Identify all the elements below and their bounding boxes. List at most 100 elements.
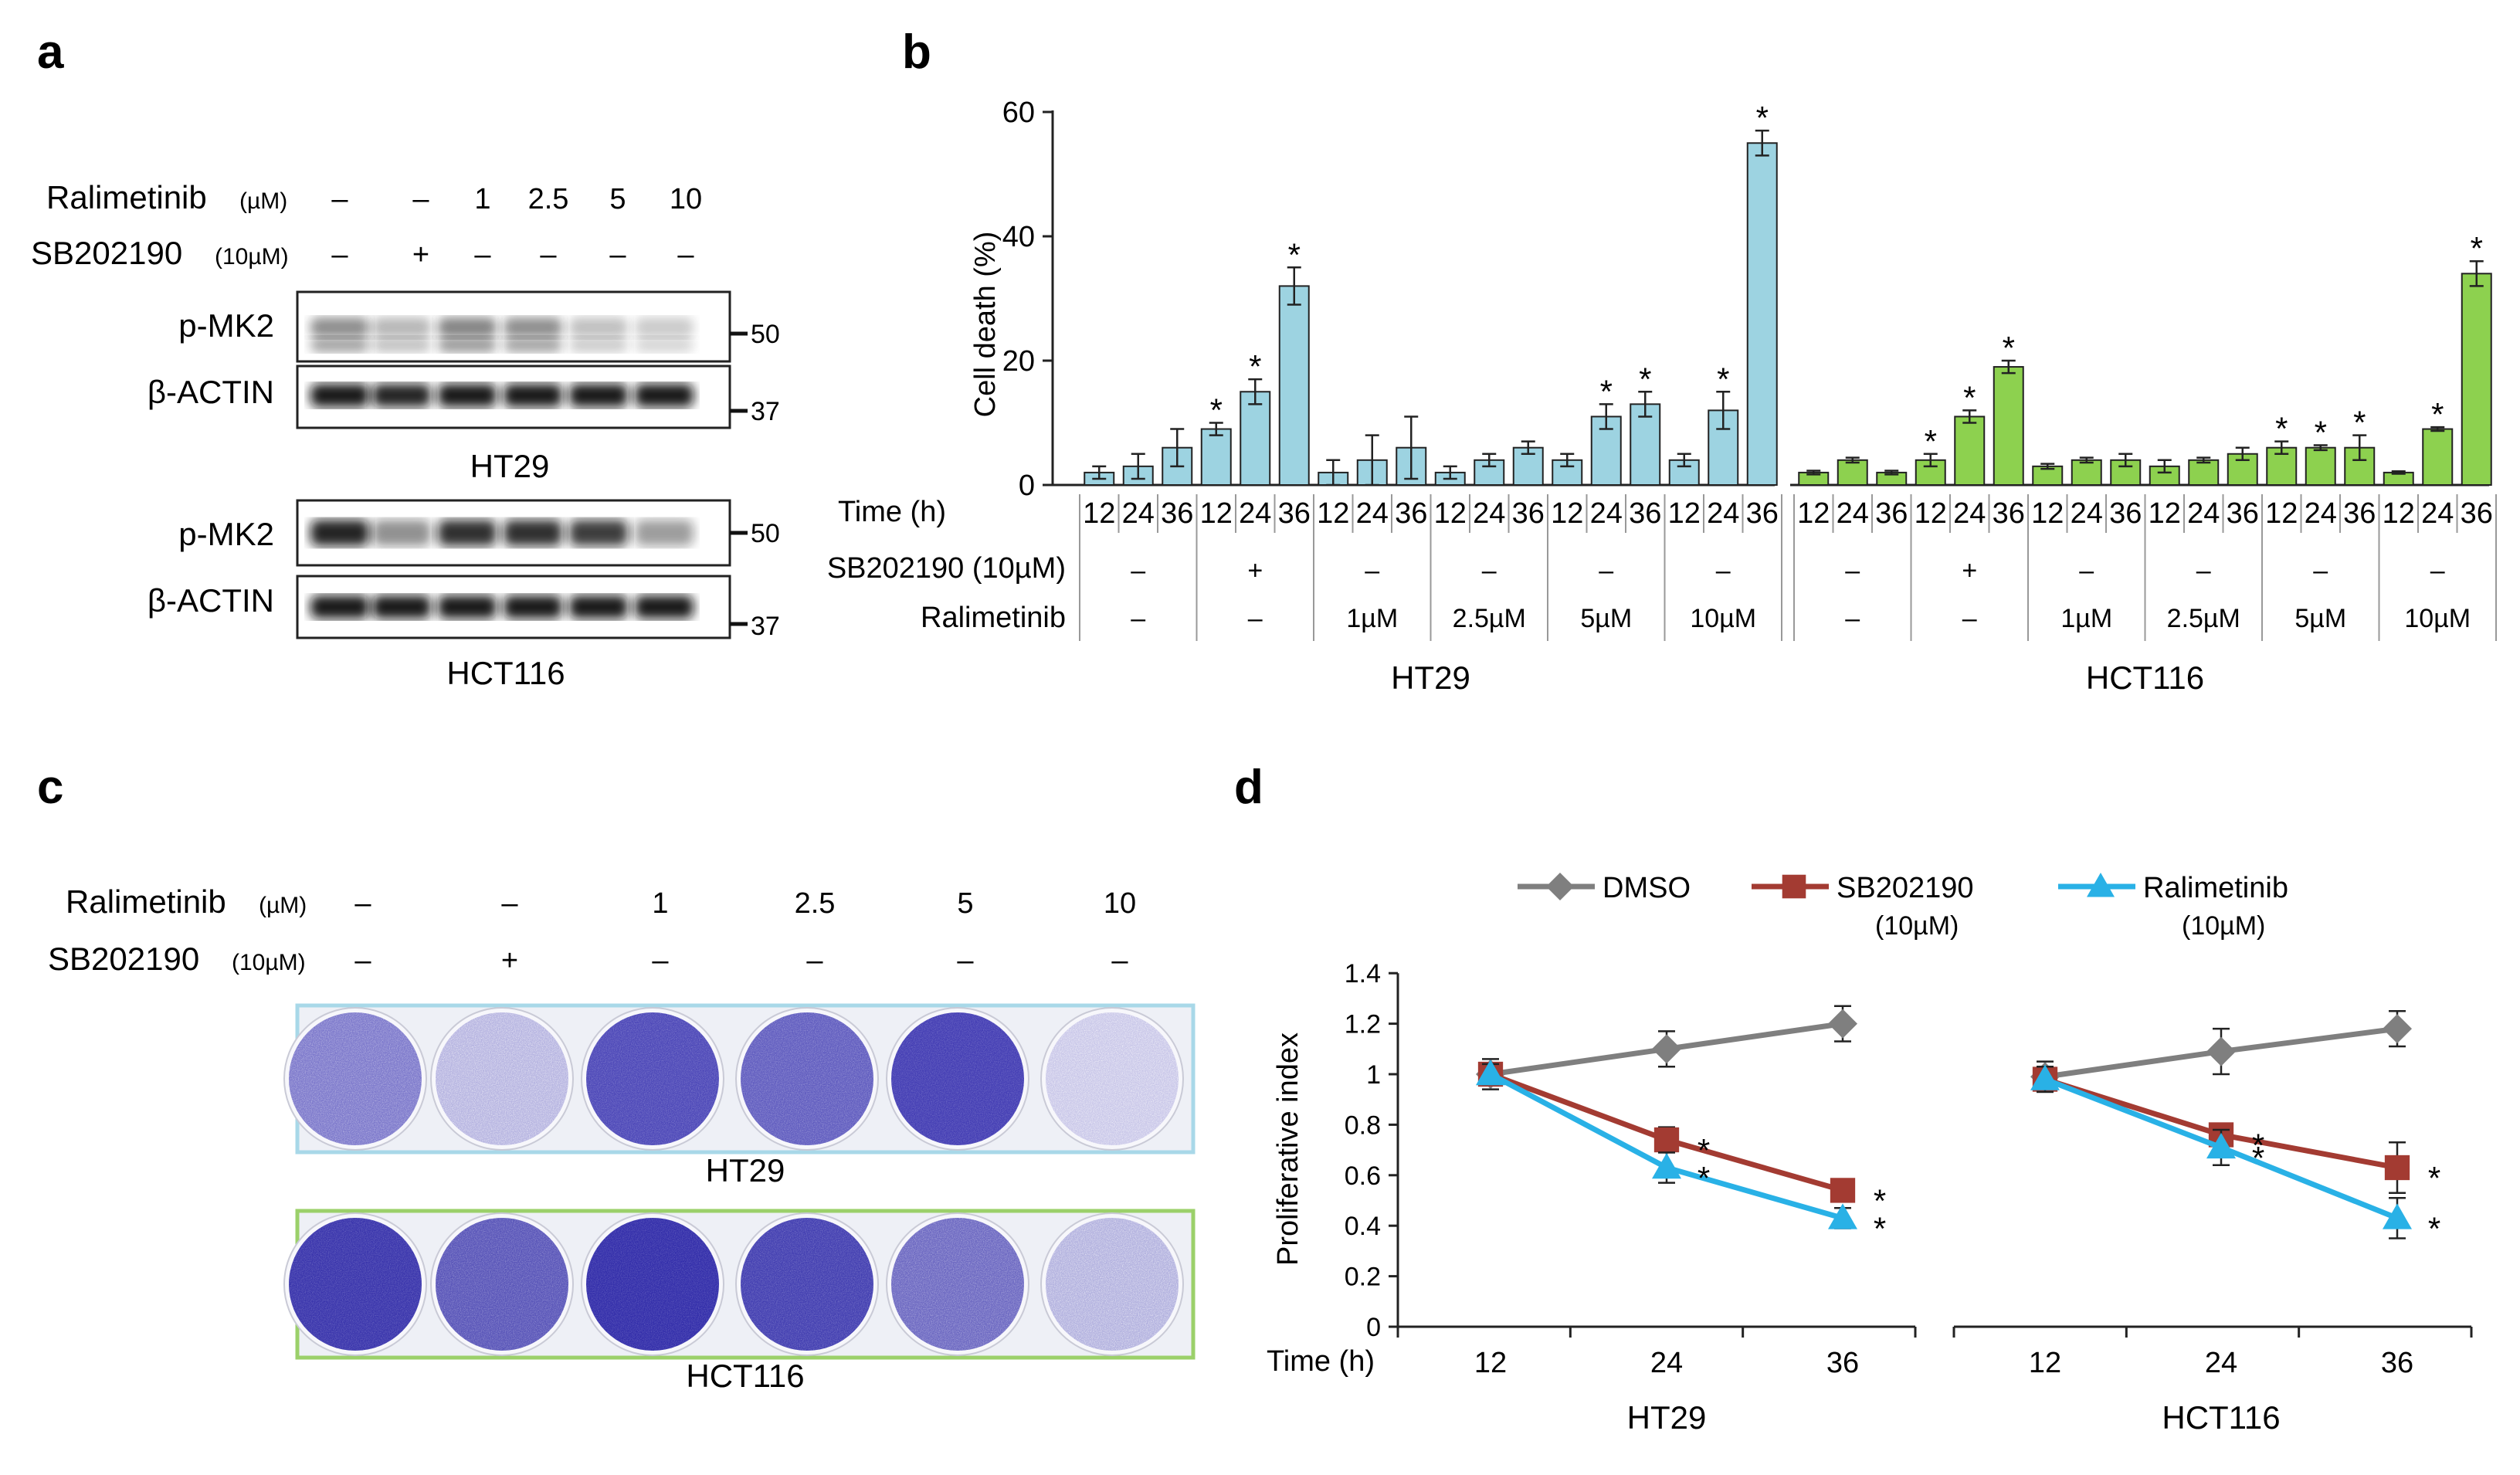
diamond-marker [2206, 1036, 2236, 1066]
panel-label-d: d [1234, 761, 1263, 814]
significance-star: * [1210, 392, 1223, 429]
b-ralimetinib-value: 5µM [1580, 604, 1632, 633]
b-time-tick-label: 24 [2187, 497, 2220, 530]
blot-protein-label: β-ACTIN [148, 582, 274, 619]
b-ralimetinib-value: – [1248, 604, 1263, 633]
d-y-tick-label: 0.4 [1345, 1212, 1381, 1241]
b-time-tick-label: 24 [1356, 497, 1389, 530]
b-time-row-label: Time (h) [838, 496, 946, 528]
b-time-tick-label: 12 [2031, 497, 2064, 530]
significance-star: * [1717, 361, 1729, 397]
b-time-tick-label: 36 [1278, 497, 1311, 530]
blot-band [504, 595, 562, 619]
significance-star: * [1639, 361, 1651, 397]
dose-value: – [331, 183, 348, 215]
significance-star: * [2428, 1210, 2440, 1246]
b-time-tick-label: 36 [2109, 497, 2142, 530]
blot-band [504, 337, 562, 352]
significance-star: * [2353, 405, 2366, 441]
b-time-tick-label: 12 [1434, 497, 1467, 530]
dose-value: – [652, 944, 669, 977]
blot-band [372, 595, 431, 619]
well-texture [1046, 1218, 1179, 1351]
dose-value: + [501, 944, 518, 977]
panel-label-c: c [37, 761, 63, 814]
dose-value: – [354, 887, 371, 920]
bar [1837, 459, 1868, 486]
b-cell-line-label: HT29 [1391, 660, 1470, 696]
significance-star: * [1288, 236, 1301, 273]
dose-value: – [412, 183, 429, 215]
sb202190-label: SB202190 [31, 235, 182, 271]
blot-band [635, 337, 694, 352]
b-sb-value: – [2079, 556, 2094, 585]
b-time-tick-label: 36 [1875, 497, 1908, 530]
marker-label: 37 [751, 397, 780, 426]
b-time-tick-label: 36 [2343, 497, 2376, 530]
dose-value: – [1111, 944, 1128, 977]
significance-star: * [2315, 414, 2327, 450]
b-sb-value: – [1845, 556, 1860, 585]
c-sb202190-dose-row: – + – – – – [354, 944, 1128, 977]
significance-star: * [2275, 411, 2288, 447]
b-time-tick-label: 36 [1746, 497, 1779, 530]
well-texture [741, 1218, 873, 1351]
blot-band [569, 595, 628, 619]
significance-star: * [1756, 100, 1769, 136]
dose-value: – [609, 239, 626, 271]
b-time-tick-label: 24 [1590, 497, 1623, 530]
b-time-tick-label: 36 [1161, 497, 1193, 530]
b-time-tick-label: 12 [1551, 497, 1583, 530]
b-sb-value: – [2196, 556, 2211, 585]
c-cell-line-label: HCT116 [686, 1358, 804, 1394]
square-marker [1782, 874, 1806, 899]
dose-value: – [501, 887, 518, 920]
significance-star: * [2252, 1140, 2264, 1176]
b-ralimetinib-value: – [1962, 604, 1977, 633]
well-texture [1046, 1012, 1179, 1145]
blot-band [438, 384, 497, 407]
diamond-marker [2383, 1014, 2412, 1044]
b-ralimetinib-value: 10µM [1690, 604, 1756, 633]
significance-star: * [2431, 396, 2444, 432]
b-ralimetinib-row-label: Ralimetinib [921, 602, 1066, 634]
panel-c: c Ralimetinib (µM) SB202190 (10µM) – – 1 2.… [37, 761, 1196, 1394]
d-cell-line-label: HT29 [1627, 1399, 1707, 1436]
ralimetinib-label: Ralimetinib [46, 179, 207, 215]
blot-band [438, 317, 497, 337]
diamond-marker [1546, 873, 1574, 900]
bar [2071, 459, 2102, 486]
well-texture [436, 1012, 568, 1145]
legend-label: Ralimetinib [2143, 872, 2288, 904]
b-y-tick-label: 0 [1019, 470, 1035, 502]
diamond-marker [1828, 1009, 1857, 1039]
d-y-axis-label: Proliferative index [1272, 1032, 1304, 1266]
significance-star: * [1874, 1182, 1886, 1219]
blot-band [310, 520, 369, 546]
square-marker [1830, 1178, 1856, 1203]
b-time-tick-label: 24 [1239, 497, 1271, 530]
b-ralimetinib-value: 1µM [2060, 604, 2112, 633]
significance-star: * [2428, 1160, 2440, 1196]
dose-value: – [474, 239, 491, 271]
bar [1552, 459, 1583, 486]
dose-value: 10 [1104, 887, 1136, 920]
dose-value: + [412, 239, 429, 271]
b-sb-value: – [1482, 556, 1497, 585]
triangle-marker [2087, 873, 2115, 897]
square-marker [1653, 1127, 1680, 1153]
b-y-tick-label: 40 [1002, 221, 1035, 253]
b-bars: * * * * * * * * * * * * * * * [1084, 100, 2492, 487]
b-time-tick-label: 36 [2227, 497, 2259, 530]
blot-band [310, 337, 369, 352]
well-texture [586, 1012, 719, 1145]
well-texture [586, 1218, 719, 1351]
b-ralimetinib-value: – [1845, 604, 1860, 633]
panel-d: d Proliferative index DMSO SB202190 (10µM)… [1234, 761, 2473, 1436]
d-x-tick-label: 24 [2205, 1347, 2237, 1379]
c-cell-line-label: HT29 [706, 1152, 785, 1188]
b-y-tick-label: 20 [1002, 345, 1035, 378]
dose-value: – [806, 944, 823, 977]
